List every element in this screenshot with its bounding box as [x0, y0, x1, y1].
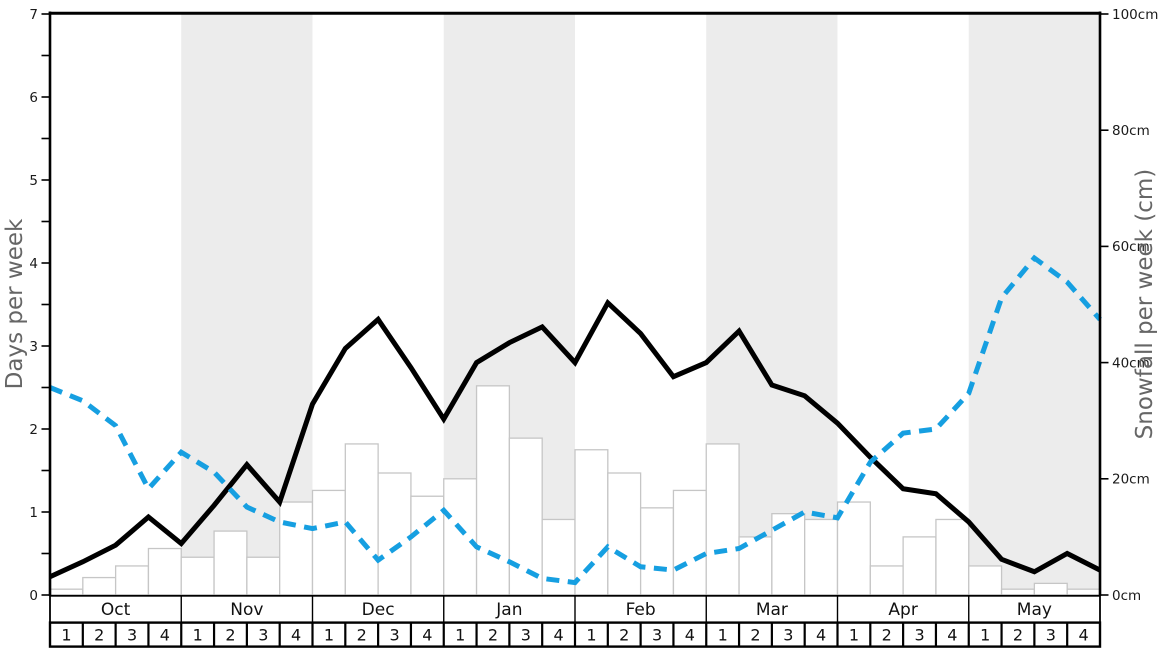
right-axis-tick-label: 40cm	[1112, 355, 1150, 371]
left-axis-tick-label: 7	[29, 7, 38, 23]
axes-layer: 0 1 2 3 4 5 6 7 0cm 20cm 40cm 60cm 80cm 100cm	[29, 7, 1158, 604]
snowfall-bar	[147, 547, 182, 596]
left-axis-tick-label: 1	[29, 505, 38, 521]
snowfall-bar	[935, 518, 970, 596]
shaded-month-band	[968, 14, 1100, 595]
snowfall-bar	[869, 565, 904, 596]
week-number-label: 1	[586, 626, 596, 645]
month-bands-layer	[181, 14, 1100, 595]
snowfall-bar	[836, 501, 871, 596]
week-number-label: 1	[849, 626, 859, 645]
month-week-table: Oct Nov Dec Jan Feb Mar Apr May 1 2 3 4 1 2 3 4 1 2 3 4 1 2 3 4…	[48, 594, 1102, 648]
left-axis-tick-label: 6	[29, 90, 38, 106]
snowfall-bar	[82, 576, 117, 596]
right-axis-tick-label: 0cm	[1112, 588, 1141, 604]
month-label: Jan	[495, 600, 522, 620]
snowfall-bar	[1066, 588, 1101, 596]
week-number-label: 2	[882, 626, 892, 645]
week-number-label: 3	[1046, 626, 1056, 645]
week-number-label: 3	[783, 626, 793, 645]
left-axis-tick-label: 2	[29, 422, 38, 438]
snowfall-bar	[311, 489, 346, 596]
month-label: May	[1017, 600, 1052, 620]
week-number-label: 1	[193, 626, 203, 645]
snowfall-bar	[49, 588, 84, 596]
week-number-label: 4	[160, 626, 170, 645]
week-number-label: 1	[455, 626, 465, 645]
week-number-label: 3	[258, 626, 268, 645]
week-number-label: 3	[389, 626, 399, 645]
snowfall-bar	[377, 472, 412, 596]
snowfall-bar	[902, 536, 937, 596]
month-label: Mar	[756, 600, 788, 620]
snowfall-bar	[804, 518, 839, 596]
snowfall-bar	[344, 443, 379, 596]
snowfall-bar	[213, 530, 248, 596]
week-number-label: 2	[225, 626, 235, 645]
left-axis-tick-label: 3	[29, 339, 38, 355]
snowfall-bar	[1000, 588, 1036, 596]
lines-layer	[48, 254, 1102, 586]
week-number-label: 2	[488, 626, 498, 645]
week-number-label: 1	[980, 626, 990, 645]
week-number-label: 2	[1013, 626, 1023, 645]
week-number-label: 4	[291, 626, 301, 645]
week-number-label: 2	[750, 626, 760, 645]
solid-black-line	[48, 298, 1102, 580]
snowfall-bar	[279, 501, 314, 596]
right-axis-tick-label: 20cm	[1112, 472, 1150, 488]
snowfall-bar	[114, 565, 150, 596]
left-axis-title: Days per week	[2, 218, 28, 389]
shaded-month-band	[181, 14, 313, 595]
left-axis-tick-label: 0	[29, 588, 38, 604]
snowfall-bar	[443, 478, 478, 596]
snowfall-bar	[475, 385, 511, 596]
month-label: Oct	[101, 600, 131, 620]
week-number-label: 3	[652, 626, 662, 645]
snowfall-bar	[968, 565, 1003, 596]
week-number-label: 4	[685, 626, 695, 645]
week-number-label: 1	[718, 626, 728, 645]
snowfall-bar	[639, 507, 675, 596]
week-number-label: 4	[1079, 626, 1089, 645]
snowfall-bar	[705, 443, 740, 596]
right-axis-tick-label: 80cm	[1112, 123, 1150, 139]
week-number-label: 3	[521, 626, 531, 645]
snowfall-bar	[508, 437, 543, 596]
dashed-blue-line	[49, 254, 1102, 586]
month-label: Apr	[888, 600, 917, 620]
month-label: Dec	[362, 600, 395, 620]
right-axis-tick-label: 100cm	[1112, 7, 1158, 23]
week-number-label: 1	[324, 626, 334, 645]
snowfall-bar	[246, 556, 281, 596]
snowfall-bar	[180, 556, 215, 596]
week-number-label: 3	[914, 626, 924, 645]
week-number-label: 2	[619, 626, 629, 645]
week-number-label: 4	[816, 626, 826, 645]
snowfall-bar	[410, 495, 445, 596]
month-label: Feb	[626, 600, 656, 620]
week-number-label: 2	[357, 626, 367, 645]
week-number-label: 2	[94, 626, 104, 645]
right-axis-tick-label: 60cm	[1112, 239, 1150, 255]
left-axis-tick-label: 4	[29, 256, 38, 272]
week-number-label: 1	[61, 626, 71, 645]
week-number-label: 4	[947, 626, 957, 645]
snowfall-bar	[672, 489, 707, 596]
snowfall-bar	[607, 472, 642, 596]
month-label: Nov	[230, 600, 263, 620]
snowfall-bar	[1033, 582, 1068, 596]
left-axis-tick-label: 5	[29, 173, 38, 189]
right-axis-title: Snowfall per week (cm)	[1132, 169, 1158, 440]
week-number-label: 4	[422, 626, 432, 645]
week-number-label: 4	[554, 626, 564, 645]
week-number-label: 3	[127, 626, 137, 645]
snowfall-bar	[574, 449, 609, 596]
